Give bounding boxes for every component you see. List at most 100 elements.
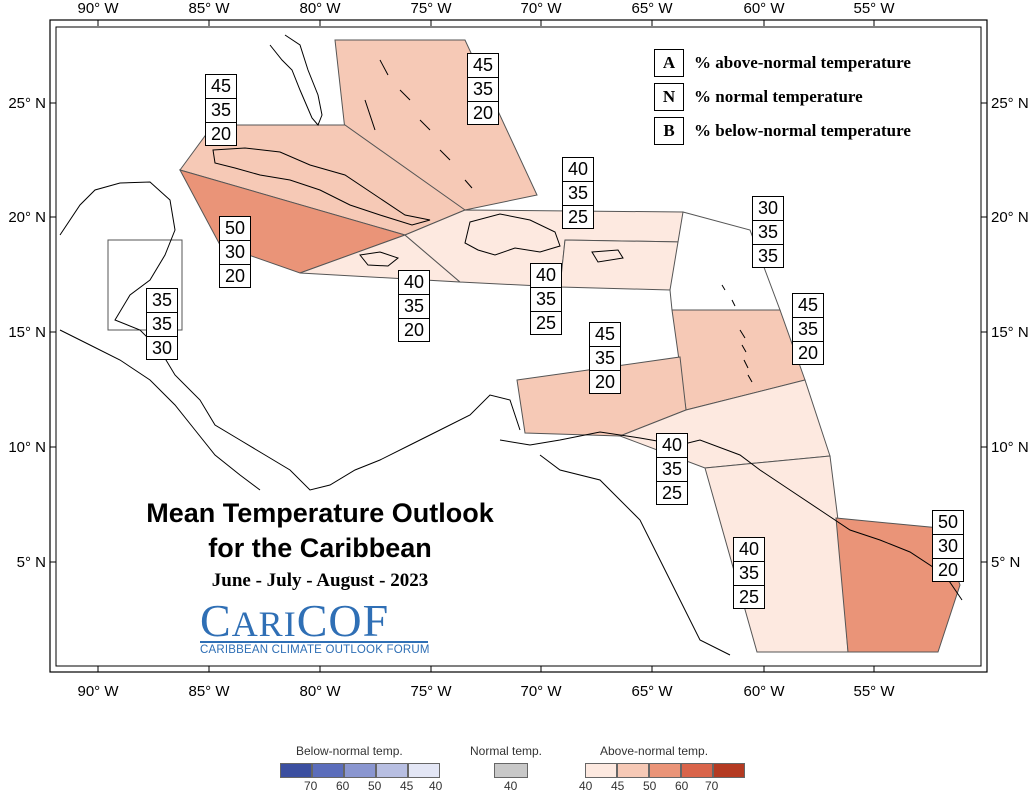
prob-below: 30 — [146, 336, 178, 360]
prob-above: 40 — [656, 433, 688, 457]
y-axis-left: 25° N 20° N 15° N 10° N 5° N — [8, 95, 46, 571]
prob-above: 40 — [398, 270, 430, 294]
scale-normal-swatch — [494, 763, 528, 778]
prob-below: 20 — [467, 101, 499, 125]
prob-below: 20 — [219, 264, 251, 288]
prob-normal: 30 — [219, 240, 251, 264]
scale-below-swatch — [376, 763, 408, 778]
scale-below-swatch — [280, 763, 312, 778]
prob-stack-abc-islands: 45 35 20 — [589, 322, 621, 394]
prob-stack-cayman: 50 30 20 — [219, 216, 251, 288]
prob-normal: 35 — [146, 312, 178, 336]
y-tick-left: 10° N — [8, 439, 46, 456]
prob-below: 25 — [562, 205, 594, 229]
prob-normal: 35 — [752, 220, 784, 244]
prob-stack-cuba: 45 35 20 — [205, 74, 237, 146]
scale-below-swatch — [344, 763, 376, 778]
y-tick-right: 25° N — [991, 95, 1029, 112]
x-tick-top: 80° W — [299, 0, 341, 17]
legend-label-above: % above-normal temperature — [694, 53, 911, 73]
y-tick-left: 15° N — [8, 324, 46, 341]
prob-above: 40 — [530, 263, 562, 287]
scale-above-swatch — [617, 763, 649, 778]
prob-above: 45 — [467, 53, 499, 77]
scale-above-swatch — [713, 763, 745, 778]
x-tick-top: 70° W — [520, 0, 562, 17]
prob-normal: 35 — [530, 287, 562, 311]
map-title-line2: for the Caribbean — [100, 533, 540, 564]
prob-above: 35 — [146, 288, 178, 312]
y-tick-right: 20° N — [991, 209, 1029, 226]
caricof-logo: CARICOF — [200, 594, 389, 647]
y-tick-right: 10° N — [991, 439, 1029, 456]
x-tick-bottom: 85° W — [188, 683, 230, 700]
prob-stack-trinidad: 40 35 25 — [656, 433, 688, 505]
x-tick-top: 65° W — [631, 0, 673, 17]
map-season: June - July - August - 2023 — [100, 570, 540, 592]
logo-letters-cof: COF — [297, 595, 389, 646]
y-tick-right: 5° N — [991, 554, 1020, 571]
x-tick-bottom: 60° W — [743, 683, 785, 700]
legend-label-normal: % normal temperature — [694, 87, 863, 107]
prob-below: 20 — [205, 122, 237, 146]
prob-above: 40 — [562, 157, 594, 181]
prob-below: 25 — [656, 481, 688, 505]
y-tick-left: 20° N — [8, 209, 46, 226]
prob-below: 20 — [792, 341, 824, 365]
x-tick-bottom: 55° W — [853, 683, 895, 700]
prob-below: 20 — [932, 558, 964, 582]
prob-normal: 35 — [205, 98, 237, 122]
prob-stack-guyana: 40 35 25 — [733, 537, 765, 609]
prob-normal: 35 — [792, 317, 824, 341]
scale-below-swatch — [312, 763, 344, 778]
prob-stack-jamaica: 40 35 20 — [398, 270, 430, 342]
x-tick-bottom: 80° W — [299, 683, 341, 700]
x-tick-bottom: 75° W — [410, 683, 452, 700]
scale-above-swatch — [585, 763, 617, 778]
prob-stack-puerto-rico: 40 35 25 — [530, 263, 562, 335]
prob-above: 45 — [792, 293, 824, 317]
prob-below: 20 — [398, 318, 430, 342]
prob-above: 30 — [752, 196, 784, 220]
legend-key-above: A — [654, 49, 684, 77]
legend-label-below: % below-normal temperature — [694, 121, 911, 141]
prob-stack-leeward: 30 35 35 — [752, 196, 784, 268]
prob-normal: 35 — [733, 561, 765, 585]
x-tick-top: 85° W — [188, 0, 230, 17]
prob-below: 20 — [589, 370, 621, 394]
x-tick-bottom: 70° W — [520, 683, 562, 700]
legend-key-normal: N — [654, 83, 684, 111]
y-tick-left: 5° N — [17, 554, 46, 571]
prob-stack-belize: 35 35 30 — [146, 288, 178, 360]
scale-below-swatch — [408, 763, 440, 778]
prob-normal: 30 — [932, 534, 964, 558]
prob-normal: 35 — [398, 294, 430, 318]
map-title-line1: Mean Temperature Outlook — [100, 498, 540, 529]
logo-subtitle: CARIBBEAN CLIMATE OUTLOOK FORUM — [200, 644, 430, 656]
legend-key-below: B — [654, 117, 684, 145]
logo-letter-c: C — [200, 595, 232, 646]
x-axis-top: 90° W 85° W 80° W 75° W 70° W 65° W 60° … — [77, 0, 895, 17]
region-puerto-rico — [560, 240, 683, 290]
scale-above-swatch — [649, 763, 681, 778]
prob-below: 25 — [530, 311, 562, 335]
prob-stack-windward: 45 35 20 — [792, 293, 824, 365]
prob-stack-hispaniola: 40 35 25 — [562, 157, 594, 229]
scale-below-label: Below-normal temp. — [296, 744, 403, 758]
scale-above-swatch — [681, 763, 713, 778]
scale-above-label: Above-normal temp. — [600, 744, 708, 758]
x-tick-top: 55° W — [853, 0, 895, 17]
prob-below: 35 — [752, 244, 784, 268]
x-tick-bottom: 65° W — [631, 683, 673, 700]
prob-stack-bahamas: 45 35 20 — [467, 53, 499, 125]
y-axis-right: 25° N 20° N 15° N 10° N 5° N — [991, 95, 1029, 571]
y-tick-right: 15° N — [991, 324, 1029, 341]
prob-above: 40 — [733, 537, 765, 561]
x-axis-bottom: 90° W 85° W 80° W 75° W 70° W 65° W 60° … — [77, 683, 895, 700]
scale-normal-label: Normal temp. — [470, 744, 542, 758]
prob-above: 50 — [932, 510, 964, 534]
x-tick-bottom: 90° W — [77, 683, 119, 700]
x-tick-top: 75° W — [410, 0, 452, 17]
logo-underline — [200, 641, 428, 643]
